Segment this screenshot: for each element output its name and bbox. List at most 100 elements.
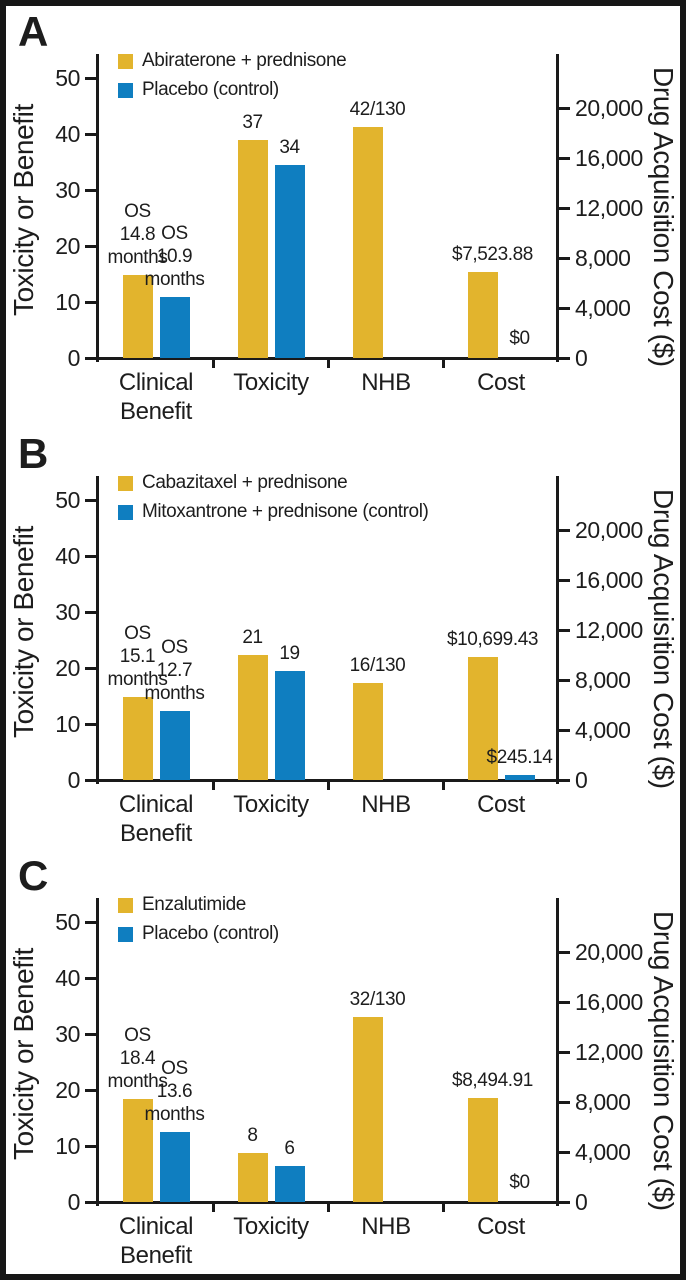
bar-value-label: 32/130: [349, 989, 406, 1011]
bar-value-label: 21: [242, 626, 263, 648]
category-label: Cost: [477, 791, 525, 818]
bar-control: [274, 670, 305, 780]
panel-letter: B: [18, 430, 49, 477]
y-tick-label-left: 20: [55, 233, 80, 259]
y-axis-left-line: [96, 54, 99, 362]
y-tick-right: [559, 950, 570, 954]
y-tick-label-left: 40: [55, 543, 80, 569]
plot-area: 0 10 20 30 40 50 0 4,000 8,000 12,000 16,000 20,000…: [6, 428, 680, 850]
legend-label-control: Mitoxantrone + prednisone (control): [142, 501, 429, 522]
panel-letter: C: [18, 852, 49, 899]
y-tick-right: [559, 728, 570, 732]
y-tick-left: [85, 188, 96, 192]
y-tick-right: [559, 1200, 570, 1204]
y-tick-label-left: 50: [55, 487, 80, 513]
panel-a: A Toxicity or Benefit Drug Acquisition C…: [6, 6, 680, 428]
x-axis-tick: [326, 780, 330, 790]
bar-treatment: [237, 1153, 268, 1202]
y-tick-right: [559, 678, 570, 682]
y-tick-label-left: 20: [55, 1077, 80, 1103]
bar-value-label: OS 18.4 months: [107, 1024, 168, 1092]
legend-label-treatment: Cabazitaxel + prednisone: [142, 472, 348, 493]
y-tick-label-right: 0: [575, 1189, 588, 1215]
y-tick-left: [85, 722, 96, 726]
bar-value-label: $7,523.88: [452, 244, 533, 266]
y-axis-right-line: [556, 898, 559, 1206]
y-tick-label-left: 0: [67, 767, 81, 793]
y-tick-label-left: 50: [55, 909, 80, 935]
y-axis-left-line: [96, 476, 99, 784]
bar-treatment: [237, 654, 268, 780]
panel-letter: A: [18, 8, 49, 55]
x-axis-tick: [211, 780, 215, 790]
x-axis-tick: [441, 1202, 445, 1212]
right-axis-title: Drug Acquisition Cost ($): [648, 911, 679, 1211]
y-tick-label-right: 4,000: [575, 295, 631, 321]
bar-treatment: [467, 272, 498, 358]
y-tick-label-right: 20,000: [575, 939, 643, 965]
y-tick-left: [85, 666, 96, 670]
bar-value-label: 8: [247, 1125, 258, 1147]
legend-label-treatment: Abiraterone + prednisone: [142, 50, 347, 71]
panel-b: B Toxicity or Benefit Drug Acquisition C…: [6, 428, 680, 850]
y-tick-label-left: 40: [55, 965, 80, 991]
category-label: NHB: [361, 369, 411, 396]
legend-row: Placebo (control): [118, 79, 346, 101]
y-tick-left: [85, 1200, 96, 1204]
y-tick-left: [85, 1144, 96, 1148]
bar-value-label: 6: [284, 1138, 295, 1160]
y-tick-left: [85, 976, 96, 980]
y-tick-left: [85, 778, 96, 782]
y-tick-left: [85, 498, 96, 502]
y-tick-right: [559, 106, 570, 110]
legend-swatch-treatment-icon: [118, 897, 133, 913]
legend-row: Enzalutimide: [118, 894, 279, 916]
y-tick-right: [559, 306, 570, 310]
right-axis-title: Drug Acquisition Cost ($): [648, 489, 679, 789]
y-tick-label-left: 10: [55, 1133, 80, 1159]
y-tick-left: [85, 132, 96, 136]
y-tick-label-left: 30: [55, 1021, 80, 1047]
y-tick-left: [85, 300, 96, 304]
y-tick-right: [559, 578, 570, 582]
y-tick-left: [85, 76, 96, 80]
category-label: Toxicity: [233, 369, 309, 396]
y-tick-label-right: 4,000: [575, 1139, 631, 1165]
bar-value-label: OS 15.1 months: [107, 623, 168, 691]
y-tick-right: [559, 206, 570, 210]
x-axis-tick: [211, 1202, 215, 1212]
legend-swatch-treatment-icon: [118, 475, 133, 491]
y-tick-label-right: 4,000: [575, 717, 631, 743]
y-tick-label-left: 20: [55, 655, 80, 681]
bar-value-label: OS 13.6 months: [144, 1058, 205, 1125]
category-label: NHB: [361, 791, 411, 818]
bar-value-label: $10,699.43: [446, 628, 539, 650]
bar-treatment: [467, 656, 498, 780]
y-tick-right: [559, 1050, 570, 1054]
y-tick-left: [85, 244, 96, 248]
y-tick-right: [559, 628, 570, 632]
bar-value-label: $245.14: [486, 746, 553, 768]
legend-row: Cabazitaxel + prednisone: [118, 472, 428, 494]
bar-treatment: [122, 697, 153, 780]
y-tick-label-left: 0: [67, 1189, 81, 1215]
x-axis-tick: [326, 1202, 330, 1212]
x-axis-tick: [211, 358, 215, 368]
y-tick-label-right: 8,000: [575, 245, 631, 271]
legend-row: Placebo (control): [118, 923, 279, 945]
bar-control: [274, 164, 305, 358]
right-axis-title: Drug Acquisition Cost ($): [648, 67, 679, 367]
category-label: Clinical Benefit: [118, 1213, 194, 1269]
bar-control: [159, 296, 190, 358]
legend-swatch-control-icon: [118, 82, 133, 98]
y-tick-label-right: 12,000: [575, 1039, 643, 1065]
y-tick-label-right: 0: [575, 767, 588, 793]
y-tick-label-left: 50: [55, 65, 80, 91]
x-axis-tick: [441, 358, 445, 368]
y-tick-left: [85, 920, 96, 924]
legend-row: Abiraterone + prednisone: [118, 50, 347, 72]
y-tick-right: [559, 356, 570, 360]
bar-control: [159, 711, 190, 780]
panel-c: C Toxicity or Benefit Drug Acquisition C…: [6, 850, 680, 1274]
